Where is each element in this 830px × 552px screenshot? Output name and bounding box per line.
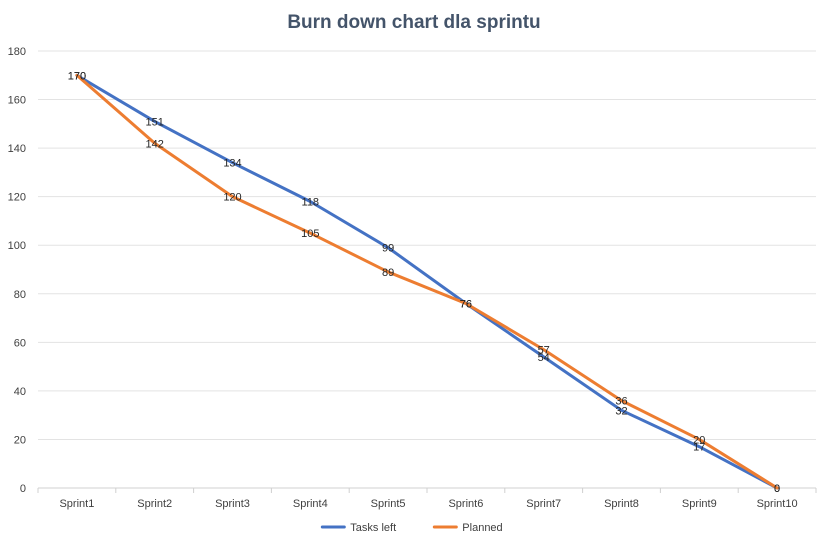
- data-label: 105: [301, 228, 319, 240]
- x-tick-label: Sprint5: [371, 498, 406, 510]
- data-label: 134: [223, 158, 241, 170]
- series-lines: [75, 73, 779, 490]
- x-tick-label: Sprint7: [526, 498, 561, 510]
- x-tick-label: Sprint6: [448, 498, 483, 510]
- data-label: 54: [538, 352, 550, 364]
- y-tick-label: 0: [20, 483, 26, 495]
- data-label: 57: [538, 345, 550, 357]
- y-tick-label: 60: [14, 337, 26, 349]
- x-tick-label: Sprint2: [137, 498, 172, 510]
- data-label: 118: [302, 197, 320, 209]
- data-label: 170: [68, 70, 86, 82]
- legend-item: Planned: [432, 522, 503, 534]
- series-line-planned: [75, 73, 779, 490]
- legend-label: Planned: [462, 522, 502, 534]
- x-tick-label: Sprint1: [59, 498, 94, 510]
- data-label: 0: [774, 483, 780, 495]
- x-tick-label: Sprint4: [293, 498, 328, 510]
- data-label: 76: [460, 298, 472, 310]
- x-tick-label: Sprint9: [682, 498, 717, 510]
- data-label: 89: [382, 267, 394, 279]
- data-label: 170: [68, 70, 86, 82]
- series-line-tasks-left: [75, 73, 779, 490]
- data-label: 142: [146, 138, 164, 150]
- data-label: 0: [774, 483, 780, 495]
- y-axis-ticks: 0 20 40 60 80 100 120 140 160 180: [8, 46, 26, 495]
- data-label: 76: [460, 298, 472, 310]
- y-tick-label: 40: [14, 386, 26, 398]
- gridlines: [37, 50, 817, 493]
- y-tick-label: 140: [8, 143, 26, 155]
- data-label: 99: [382, 243, 394, 255]
- data-label: 120: [223, 192, 241, 204]
- data-label: 20: [693, 434, 705, 446]
- data-label: 36: [615, 396, 627, 408]
- y-tick-label: 20: [14, 434, 26, 446]
- data-label: 151: [146, 116, 164, 128]
- x-axis-ticks: Sprint1 Sprint2 Sprint3 Sprint4 Sprint5 Sprin…: [59, 498, 797, 510]
- y-tick-label: 180: [8, 46, 26, 58]
- x-tick-label: Sprint10: [757, 498, 798, 510]
- legend-item: Tasks left: [320, 522, 396, 534]
- legend: Tasks left Planned: [320, 522, 503, 534]
- chart-title: Burn down chart dla sprintu: [287, 12, 540, 33]
- data-label: 17: [693, 442, 705, 454]
- data-label: 32: [615, 405, 627, 417]
- x-tick-label: Sprint3: [215, 498, 250, 510]
- legend-label: Tasks left: [350, 522, 396, 534]
- x-tick-label: Sprint8: [604, 498, 639, 510]
- y-tick-label: 100: [8, 240, 26, 252]
- y-tick-label: 80: [14, 289, 26, 301]
- y-tick-label: 160: [8, 95, 26, 107]
- y-tick-label: 120: [8, 192, 26, 204]
- data-labels: 1701511341189976543217017014212010589765…: [68, 70, 780, 495]
